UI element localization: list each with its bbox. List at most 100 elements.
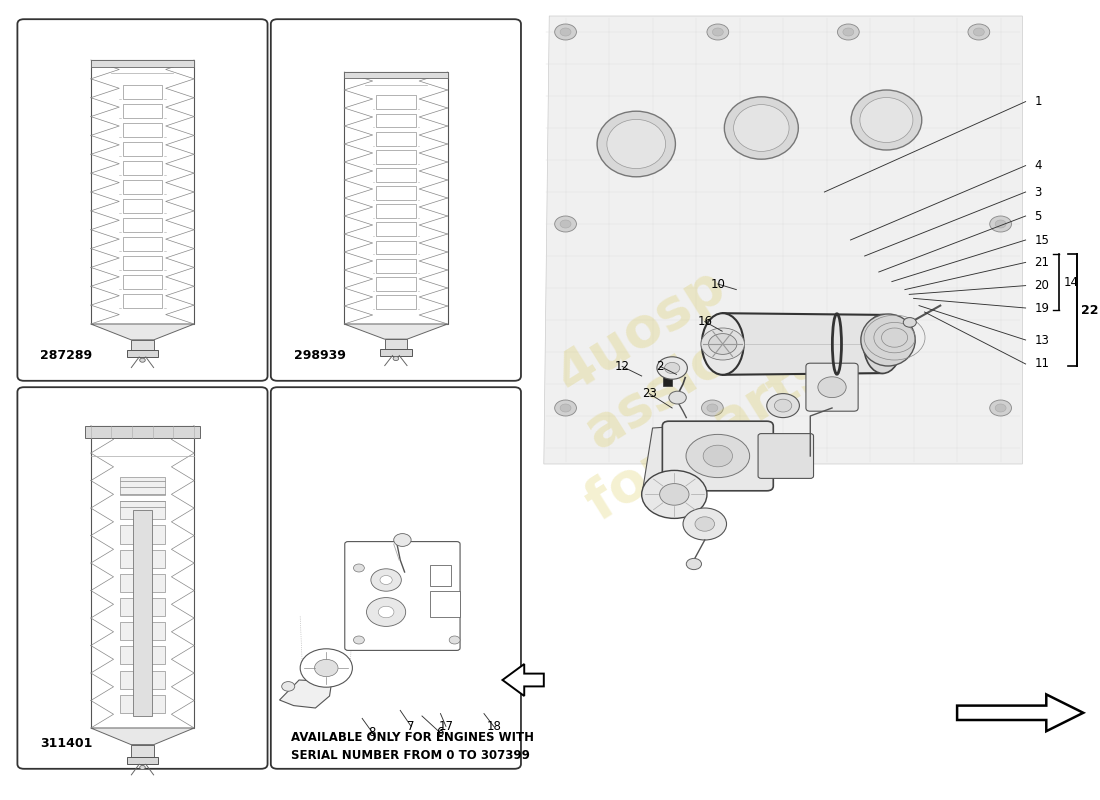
Text: 8: 8 — [368, 726, 376, 738]
Ellipse shape — [725, 97, 799, 159]
FancyBboxPatch shape — [18, 19, 267, 381]
Bar — [123, 198, 162, 213]
Circle shape — [695, 517, 715, 531]
Ellipse shape — [607, 119, 666, 169]
Text: 298939: 298939 — [294, 349, 345, 362]
Circle shape — [282, 682, 295, 691]
Text: 15: 15 — [1034, 234, 1049, 246]
Circle shape — [140, 766, 145, 770]
Circle shape — [366, 598, 406, 626]
Bar — [120, 622, 165, 640]
Text: 7: 7 — [407, 720, 415, 733]
Polygon shape — [91, 324, 194, 340]
Circle shape — [393, 357, 398, 361]
Bar — [120, 598, 165, 616]
Bar — [123, 294, 162, 308]
Bar — [376, 204, 416, 218]
Text: 2: 2 — [657, 360, 664, 373]
Circle shape — [554, 24, 576, 40]
Text: 22: 22 — [1081, 304, 1099, 317]
Circle shape — [140, 358, 145, 362]
Bar — [120, 670, 165, 689]
Text: 18: 18 — [486, 720, 502, 733]
Bar — [344, 72, 448, 78]
Ellipse shape — [702, 314, 744, 375]
Text: 4uosp
assion
for parts: 4uosp assion for parts — [512, 236, 837, 532]
Text: 12: 12 — [615, 360, 629, 373]
FancyBboxPatch shape — [662, 421, 773, 490]
Bar — [376, 295, 416, 309]
Bar — [120, 501, 165, 519]
Bar — [123, 256, 162, 270]
Bar — [385, 339, 407, 350]
Bar — [86, 426, 199, 438]
Bar — [123, 218, 162, 232]
FancyBboxPatch shape — [806, 363, 858, 411]
Bar — [663, 368, 672, 386]
Circle shape — [708, 334, 737, 354]
Text: 16: 16 — [697, 315, 713, 328]
Ellipse shape — [851, 90, 922, 150]
Text: 287289: 287289 — [41, 349, 92, 362]
Text: 1: 1 — [1034, 95, 1042, 108]
Circle shape — [371, 569, 402, 591]
Bar — [126, 757, 158, 764]
Bar — [376, 258, 416, 273]
Bar — [91, 60, 194, 324]
Circle shape — [560, 28, 571, 36]
Circle shape — [353, 636, 364, 644]
Text: 20: 20 — [1034, 279, 1049, 292]
Ellipse shape — [864, 314, 902, 374]
Circle shape — [378, 606, 394, 618]
Circle shape — [657, 357, 688, 379]
Circle shape — [560, 404, 571, 412]
Text: 3: 3 — [1034, 186, 1042, 198]
Circle shape — [713, 28, 724, 36]
Text: 11: 11 — [1034, 358, 1049, 370]
Text: 13: 13 — [1034, 334, 1049, 346]
Bar — [120, 574, 165, 592]
FancyBboxPatch shape — [271, 387, 521, 769]
Circle shape — [315, 659, 338, 677]
Circle shape — [903, 318, 916, 327]
Circle shape — [843, 28, 854, 36]
Circle shape — [996, 220, 1006, 228]
Circle shape — [774, 399, 792, 412]
Circle shape — [703, 445, 733, 467]
Bar — [376, 132, 416, 146]
Ellipse shape — [861, 314, 915, 366]
Bar — [379, 350, 411, 355]
Text: 311401: 311401 — [41, 737, 92, 750]
Ellipse shape — [734, 105, 789, 151]
Bar — [123, 142, 162, 156]
Circle shape — [968, 24, 990, 40]
FancyBboxPatch shape — [271, 19, 521, 381]
Bar — [376, 95, 416, 110]
Bar — [376, 168, 416, 182]
Circle shape — [664, 362, 680, 374]
Ellipse shape — [686, 434, 749, 478]
Circle shape — [353, 564, 364, 572]
Bar — [131, 340, 154, 350]
Bar — [376, 277, 416, 290]
Ellipse shape — [597, 111, 675, 177]
Text: 10: 10 — [711, 278, 725, 290]
FancyBboxPatch shape — [18, 387, 267, 769]
Polygon shape — [723, 314, 882, 374]
Circle shape — [990, 400, 1012, 416]
Circle shape — [767, 394, 800, 418]
Circle shape — [707, 404, 718, 412]
Text: 17: 17 — [439, 720, 453, 733]
Polygon shape — [91, 728, 194, 745]
Ellipse shape — [860, 98, 913, 142]
Circle shape — [702, 400, 724, 416]
Circle shape — [554, 400, 576, 416]
Text: 21: 21 — [1034, 256, 1049, 269]
Bar — [131, 745, 154, 757]
Polygon shape — [641, 426, 705, 496]
Circle shape — [707, 24, 728, 40]
Text: 23: 23 — [642, 387, 657, 400]
Circle shape — [641, 470, 707, 518]
Bar — [123, 237, 162, 251]
Circle shape — [554, 216, 576, 232]
